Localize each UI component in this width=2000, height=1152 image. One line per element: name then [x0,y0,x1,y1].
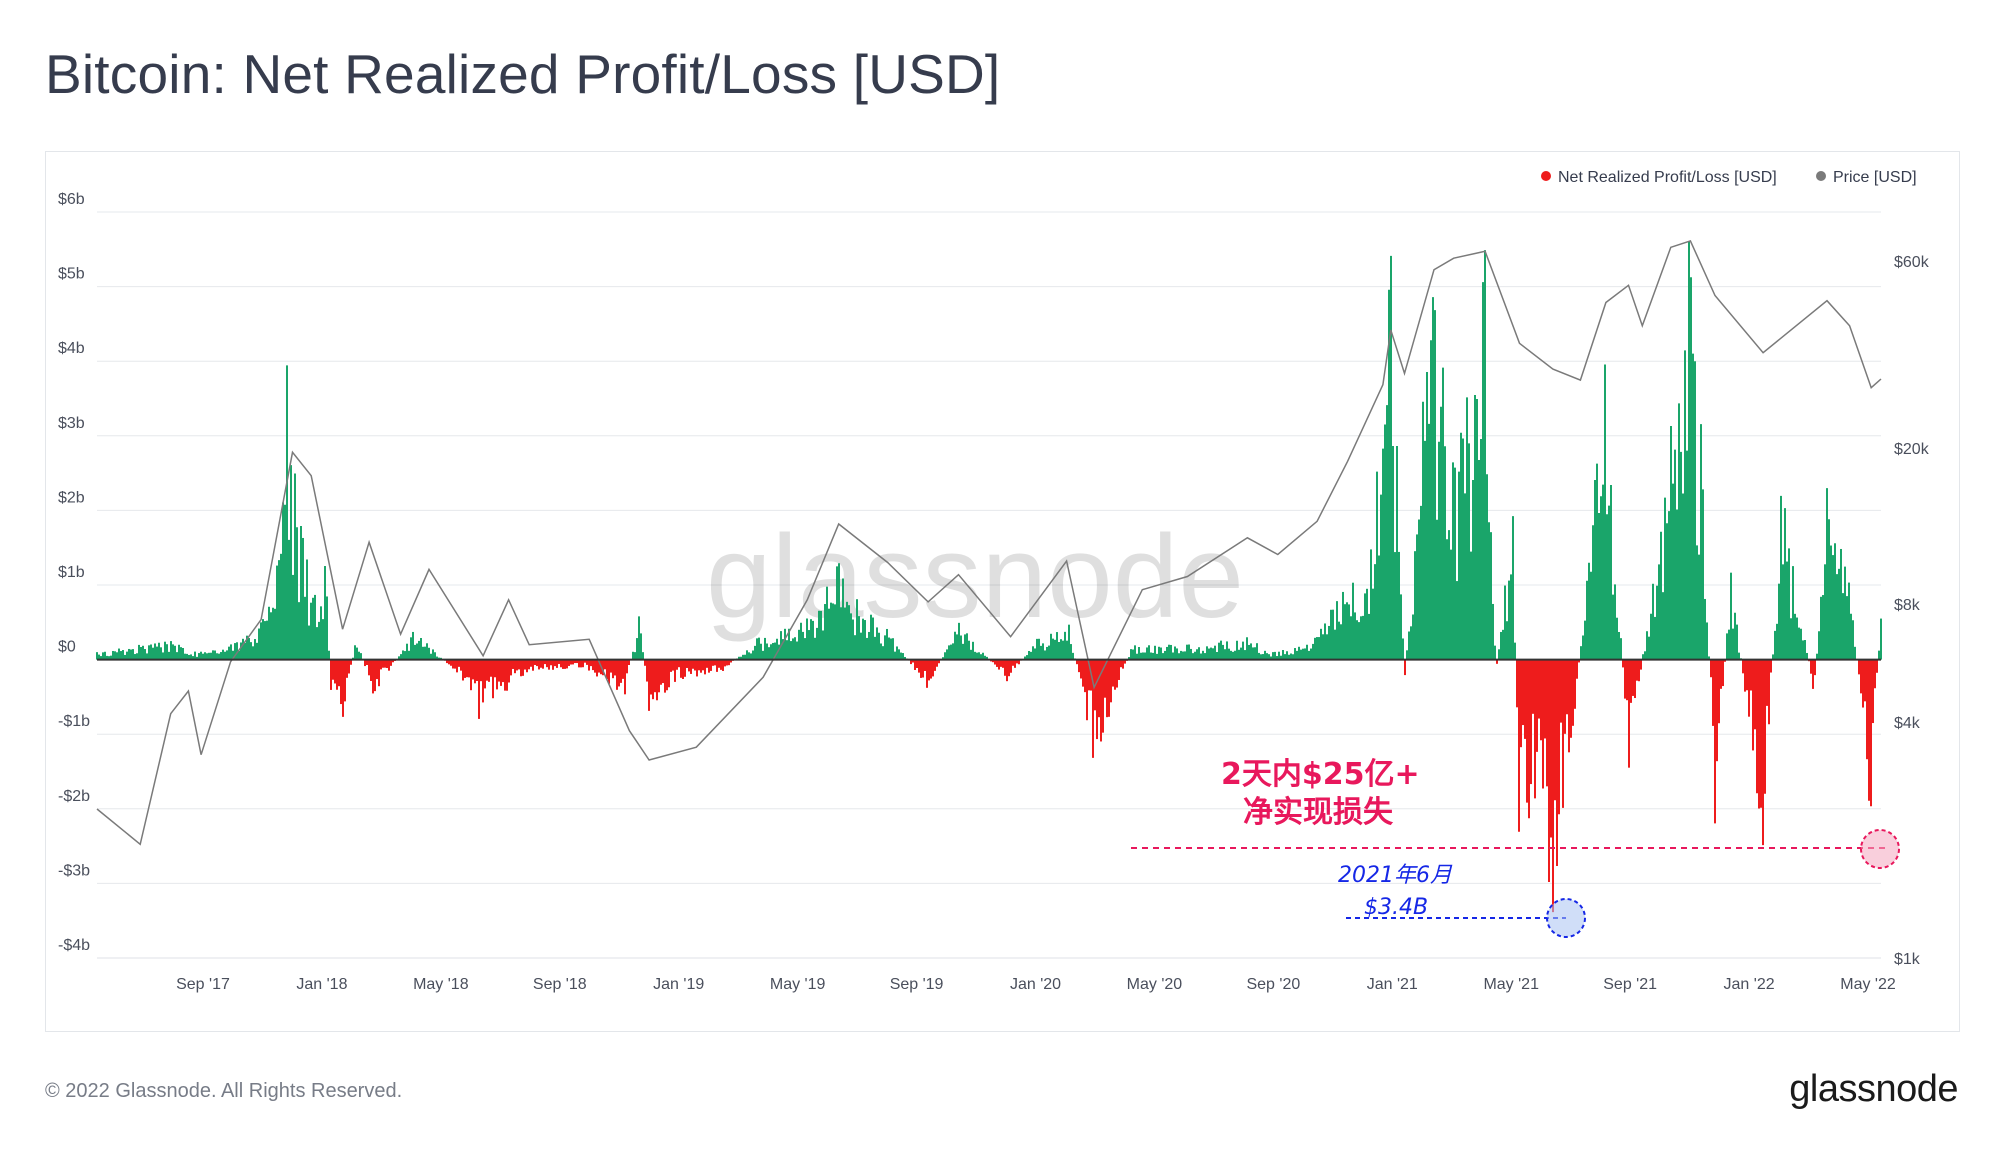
legend-label-profit-loss: Net Realized Profit/Loss [USD] [1558,169,1777,186]
annotation-blue-date: 2021年6月 [1338,863,1453,888]
left-axis-tick-label: -$1b [58,713,90,730]
left-axis-ticks: $6b $5b $4b $3b $2b $1b $0 -$1b -$2b -$3b -$4b [58,191,90,954]
x-axis-tick-label: Jan '19 [653,976,704,993]
right-axis-ticks: $60k $20k $8k $4k $1k [1894,254,1930,968]
x-axis-tick-label: Sep '17 [176,976,230,993]
left-axis-tick-label: $1b [58,564,85,581]
x-axis-tick-label: Jan '22 [1724,976,1775,993]
x-axis-tick-label: Sep '19 [890,976,944,993]
x-axis-tick-label: Jan '21 [1367,976,1418,993]
left-axis-tick-label: $2b [58,489,85,506]
watermark: glassnode [706,511,1244,643]
glassnode-logo: glassnode [1789,1068,1958,1110]
chart-frame: glassnode $6b $5b $4b $3b $2b $1b $0 -$1b -$2b -$… [45,151,1960,1032]
x-axis-tick-label: Sep '18 [533,976,587,993]
right-axis-tick-label: $8k [1894,597,1921,614]
left-axis-tick-label: $5b [58,266,85,283]
legend: Net Realized Profit/Loss [USD] Price [US… [1541,169,1917,186]
footer-copyright: © 2022 Glassnode. All Rights Reserved. [45,1080,403,1102]
price-series [96,239,1882,846]
x-axis-tick-label: Jan '18 [296,976,347,993]
price-line [96,239,1882,846]
left-axis-tick-label: -$4b [58,937,90,954]
left-axis-tick-label: $6b [58,191,85,208]
left-axis-tick-label: $3b [58,415,85,432]
right-axis-tick-label: $60k [1894,254,1930,271]
annotation-blue-circle [1546,898,1586,938]
left-axis-tick-label: $4b [58,340,85,357]
left-axis-tick-label: $0 [58,639,76,656]
right-axis-tick-label: $20k [1894,441,1930,458]
left-axis-tick-label: -$2b [58,788,90,805]
annotation-blue-value: $3.4B [1364,895,1428,920]
x-axis-ticks: Sep '17 Jan '18 May '18 Sep '18 Jan '19 May '… [176,976,1896,993]
legend-marker-profit-loss [1541,171,1551,181]
chart-svg: glassnode $6b $5b $4b $3b $2b $1b $0 -$1b -$2b -$… [58,169,1930,993]
left-axis-tick-label: -$3b [58,862,90,879]
x-axis-tick-label: Sep '21 [1603,976,1657,993]
right-axis-tick-label: $1k [1894,951,1921,968]
x-axis-tick-label: Sep '20 [1246,976,1300,993]
x-axis-tick-label: May '19 [770,976,826,993]
annotation-red-circle [1860,829,1900,869]
right-axis-tick-label: $4k [1894,715,1921,732]
x-axis-tick-label: May '20 [1127,976,1183,993]
x-axis-tick-label: May '18 [413,976,469,993]
page-title: Bitcoin: Net Realized Profit/Loss [USD] [45,43,1001,105]
annotation-red-line2: 净实现损失 [1243,795,1394,830]
x-axis-tick-label: May '21 [1483,976,1539,993]
legend-label-price: Price [USD] [1833,169,1917,186]
annotation-red-line1: 2天内$25亿+ [1221,757,1420,792]
legend-marker-price [1816,171,1826,181]
gridlines [97,211,1881,959]
x-axis-tick-label: May '22 [1840,976,1896,993]
x-axis-tick-label: Jan '20 [1010,976,1061,993]
annotations: 2天内$25亿+ 净实现损失 2021年6月 $3.4B [1131,757,1900,938]
